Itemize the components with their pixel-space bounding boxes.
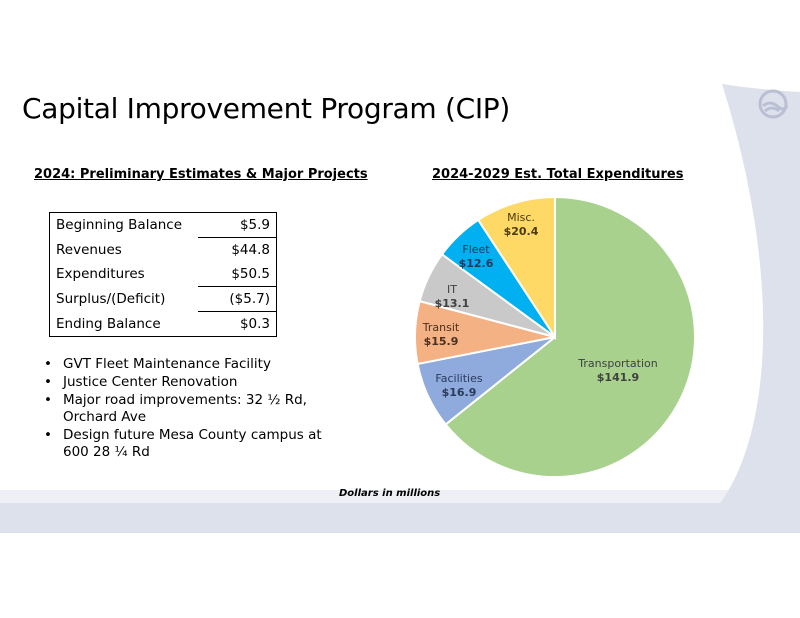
slice-value-label: $141.9: [597, 371, 639, 384]
row-label: Surplus/(Deficit): [56, 291, 166, 307]
list-item: Design future Mesa County campus at 600 …: [44, 427, 344, 461]
project-list: GVT Fleet Maintenance Facility Justice C…: [44, 356, 344, 462]
row-value: ($5.7): [198, 286, 277, 312]
row-label: Beginning Balance: [56, 217, 183, 234]
row-label: Expenditures: [56, 266, 145, 283]
list-item: Major road improvements: 32 ½ Rd, Orchar…: [44, 392, 344, 426]
table-row: Expenditures $50.5: [50, 262, 277, 287]
bottom-band-light: [0, 490, 800, 503]
row-value: $50.5: [231, 266, 270, 282]
financial-summary-table: Beginning Balance $5.9 Revenues $44.8 Ex…: [49, 212, 277, 337]
row-value: $44.8: [198, 237, 277, 262]
slice-label: Misc.: [507, 211, 535, 224]
slice-value-label: $20.4: [504, 225, 539, 238]
slice-value-label: $13.1: [435, 297, 470, 310]
table-row: Ending Balance $0.3: [50, 312, 277, 337]
units-note: Dollars in millions: [339, 488, 441, 499]
slice-label: IT: [447, 283, 457, 296]
row-label: Ending Balance: [56, 315, 161, 332]
slice-label: Facilities: [435, 372, 482, 385]
left-section-heading: 2024: Preliminary Estimates & Major Proj…: [34, 167, 368, 182]
table-row: Revenues $44.8: [50, 237, 277, 262]
row-value: $0.3: [239, 316, 270, 332]
slice-label: Fleet: [462, 243, 490, 256]
pie-slice-misc: [476, 195, 556, 341]
logo-icon: [758, 89, 789, 119]
table-row: Beginning Balance $5.9: [50, 213, 277, 238]
slice-label: Transportation: [577, 357, 657, 370]
list-item: GVT Fleet Maintenance Facility: [44, 356, 344, 373]
slice-value-label: $15.9: [424, 335, 459, 348]
page-title: Capital Improvement Program (CIP): [22, 92, 511, 125]
slice-value-label: $16.9: [442, 386, 477, 399]
bottom-band: [0, 503, 800, 533]
slice-label: Transit: [422, 321, 460, 334]
row-value: $5.9: [239, 217, 270, 233]
list-item: Justice Center Renovation: [44, 374, 344, 391]
pie-slice-transportation: [444, 195, 696, 478]
slice-value-label: $12.6: [459, 257, 494, 270]
right-swoosh: [690, 84, 800, 533]
chart-title: 2024-2029 Est. Total Expenditures: [432, 167, 684, 182]
row-label: Revenues: [56, 241, 122, 258]
table-row: Surplus/(Deficit) ($5.7): [50, 286, 277, 312]
